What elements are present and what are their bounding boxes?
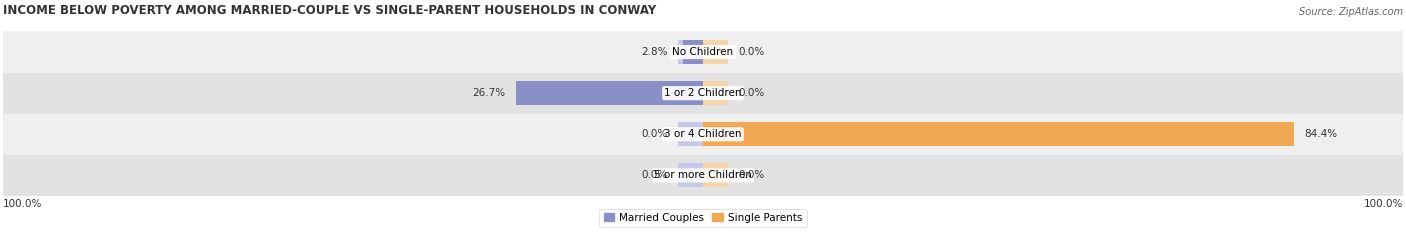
Bar (3, 31, 1403, 73)
Bar (679, 122, 703, 146)
Text: INCOME BELOW POVERTY AMONG MARRIED-COUPLE VS SINGLE-PARENT HOUSEHOLDS IN CONWAY: INCOME BELOW POVERTY AMONG MARRIED-COUPL… (3, 4, 657, 17)
Text: No Children: No Children (672, 47, 734, 57)
Text: 0.0%: 0.0% (738, 170, 765, 180)
Text: 84.4%: 84.4% (1305, 129, 1337, 139)
Text: 100.0%: 100.0% (3, 199, 42, 209)
Text: 3 or 4 Children: 3 or 4 Children (664, 129, 742, 139)
Bar (3, 73, 1403, 114)
Bar (683, 40, 703, 64)
Bar (703, 81, 727, 105)
Legend: Married Couples, Single Parents: Married Couples, Single Parents (599, 209, 807, 227)
Text: 0.0%: 0.0% (738, 47, 765, 57)
Text: 1 or 2 Children: 1 or 2 Children (664, 88, 742, 98)
Text: 0.0%: 0.0% (738, 88, 765, 98)
Bar (683, 40, 703, 64)
Bar (3, 155, 1403, 196)
Bar (3, 114, 1403, 155)
Bar (703, 164, 727, 187)
Text: 100.0%: 100.0% (1364, 199, 1403, 209)
Text: Source: ZipAtlas.com: Source: ZipAtlas.com (1299, 7, 1403, 17)
Bar (679, 40, 703, 64)
Text: 26.7%: 26.7% (472, 88, 506, 98)
Bar (703, 40, 727, 64)
Bar (516, 81, 703, 105)
Bar (516, 81, 703, 105)
Bar (703, 122, 1294, 146)
Text: 0.0%: 0.0% (641, 170, 668, 180)
Text: 0.0%: 0.0% (641, 129, 668, 139)
Text: 5 or more Children: 5 or more Children (654, 170, 752, 180)
Bar (679, 81, 703, 105)
Bar (703, 122, 727, 146)
Text: 2.8%: 2.8% (641, 47, 668, 57)
Bar (679, 164, 703, 187)
